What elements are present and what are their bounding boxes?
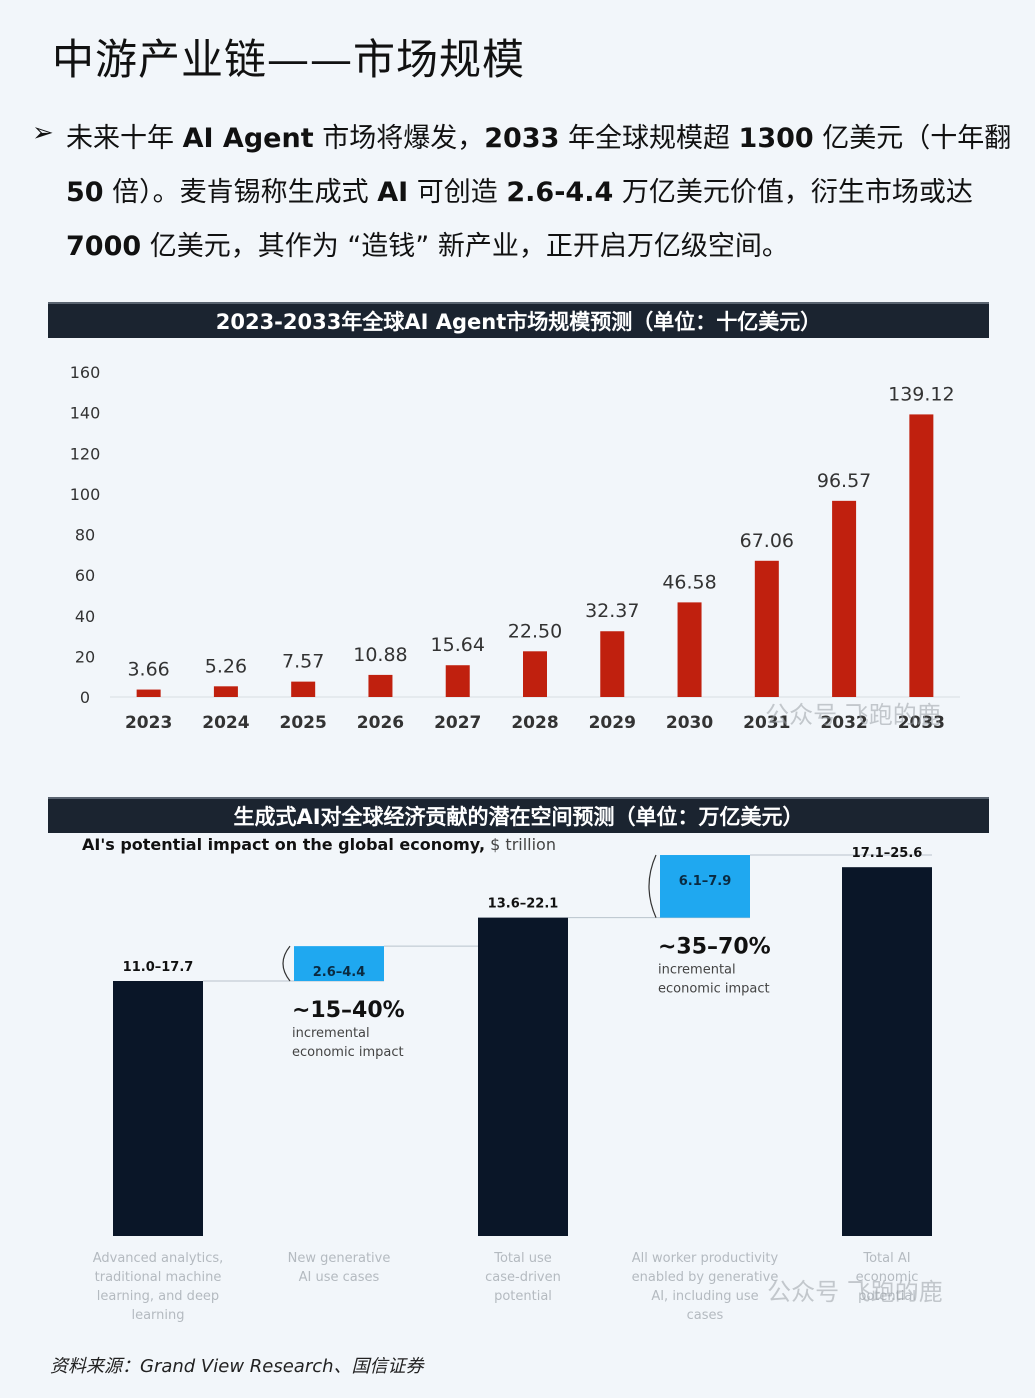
page-title: 中游产业链——市场规模 xyxy=(52,35,526,84)
bar-value-label: 5.26 xyxy=(205,655,247,677)
bracket xyxy=(648,854,657,918)
bullet-text: 未来十年 AI Agent 市场将爆发，2033 年全球规模超 1300 亿美元… xyxy=(66,123,1012,262)
bar-value-label: 32.37 xyxy=(585,600,639,622)
arrow-bullet-icon: ➢ xyxy=(32,118,54,148)
source-note: 资料来源：Grand View Research、国信证券 xyxy=(50,1356,424,1377)
category-label: AI use cases xyxy=(299,1270,380,1285)
bar-2023 xyxy=(136,689,161,697)
range-label: 2.6–4.4 xyxy=(313,965,366,980)
category-label: New generative xyxy=(288,1251,391,1266)
bar-value-label: 96.57 xyxy=(817,470,871,492)
bar-2033 xyxy=(909,414,934,697)
category-label: enabled by generative xyxy=(632,1270,779,1285)
bar-2031 xyxy=(754,560,779,697)
annotation-percent: ~35–70% xyxy=(658,935,771,960)
x-tick-label: 2029 xyxy=(589,713,636,733)
x-tick-label: 2025 xyxy=(280,713,327,733)
x-tick-label: 2030 xyxy=(666,713,713,733)
y-tick-label: 60 xyxy=(75,566,95,585)
bar-2029 xyxy=(600,631,625,697)
bar-value-label: 10.88 xyxy=(353,644,407,666)
y-tick-label: 120 xyxy=(70,444,101,463)
bar-2027 xyxy=(445,665,470,697)
bracket xyxy=(282,945,291,982)
y-tick-label: 0 xyxy=(80,688,90,707)
category-label: Total AI xyxy=(862,1251,910,1266)
category-label: Advanced analytics, xyxy=(93,1251,224,1266)
y-tick-label: 140 xyxy=(70,404,101,423)
bar-2030 xyxy=(677,602,702,697)
x-tick-label: 2033 xyxy=(898,713,945,733)
total-bar xyxy=(842,867,932,1236)
watermark: 公众号 飞跑的鹿 xyxy=(767,1278,943,1306)
y-tick-label: 20 xyxy=(75,647,95,666)
bar-value-label: 22.50 xyxy=(508,620,562,642)
annotation-percent: ~15–40% xyxy=(292,998,405,1023)
bar-value-label: 7.57 xyxy=(282,651,324,673)
x-tick-label: 2028 xyxy=(511,713,558,733)
category-label: potential xyxy=(858,1289,916,1304)
increment-bar xyxy=(294,946,384,981)
category-label: traditional machine xyxy=(95,1270,222,1285)
category-label: AI, including use xyxy=(651,1289,758,1304)
bar-value-label: 139.12 xyxy=(888,383,954,405)
ai-agent-market-chart: 0 20 40 60 80 100 120 140 160 3.66 2023 5.26 2024 7.5… xyxy=(70,363,960,733)
chart2-subtitle: AI's potential impact on the global econ… xyxy=(82,835,556,854)
watermark: 公众号 飞跑的鹿 xyxy=(765,701,941,729)
chart1-title: 2023-2033年全球AI Agent市场规模预测（单位：十亿美元） xyxy=(48,302,989,338)
annotation-text: incremental xyxy=(292,1026,370,1041)
category-label: learning, and deep xyxy=(97,1289,219,1304)
bar-2026 xyxy=(368,674,393,697)
x-tick-label: 2032 xyxy=(820,713,867,733)
genai-economic-impact-chart: AI's potential impact on the global econ… xyxy=(82,835,943,1323)
range-label: 11.0–17.7 xyxy=(123,960,194,975)
x-tick-label: 2023 xyxy=(125,713,172,733)
bar-value-label: 46.58 xyxy=(662,571,716,593)
category-label: potential xyxy=(494,1289,552,1304)
category-label: learning xyxy=(131,1308,184,1323)
increment-bar xyxy=(660,855,750,918)
bar-value-label: 67.06 xyxy=(740,530,794,552)
bar-value-label: 3.66 xyxy=(127,659,169,681)
summary-bullet: ➢ 未来十年 AI Agent 市场将爆发，2033 年全球规模超 1300 亿… xyxy=(32,112,1017,274)
chart2-title: 生成式AI对全球经济贡献的潜在空间预测（单位：万亿美元） xyxy=(48,797,989,833)
total-bar xyxy=(478,917,568,1236)
category-label: cases xyxy=(687,1308,724,1323)
bar-2025 xyxy=(291,681,316,697)
annotation-text: economic impact xyxy=(658,982,770,997)
x-tick-label: 2031 xyxy=(743,713,790,733)
bar-2028 xyxy=(523,651,547,697)
bar-2032 xyxy=(832,500,857,697)
annotation-text: economic impact xyxy=(292,1045,404,1060)
category-label: Total use xyxy=(493,1251,552,1266)
x-tick-label: 2026 xyxy=(357,713,404,733)
y-tick-label: 100 xyxy=(70,485,101,504)
x-tick-label: 2027 xyxy=(434,713,481,733)
category-label: All worker productivity xyxy=(632,1251,779,1266)
range-label: 13.6–22.1 xyxy=(488,897,559,912)
total-bar xyxy=(113,981,203,1236)
y-tick-label: 40 xyxy=(75,607,95,626)
range-label: 17.1–25.6 xyxy=(852,846,923,861)
annotation-text: incremental xyxy=(658,963,736,978)
y-tick-label: 160 xyxy=(70,363,101,382)
bar-2024 xyxy=(213,686,238,697)
bar-value-label: 15.64 xyxy=(431,634,485,656)
category-label: economic xyxy=(856,1270,919,1285)
x-tick-label: 2024 xyxy=(202,713,249,733)
category-label: case-driven xyxy=(485,1270,561,1285)
y-tick-label: 80 xyxy=(75,526,95,545)
range-label: 6.1–7.9 xyxy=(679,874,732,889)
